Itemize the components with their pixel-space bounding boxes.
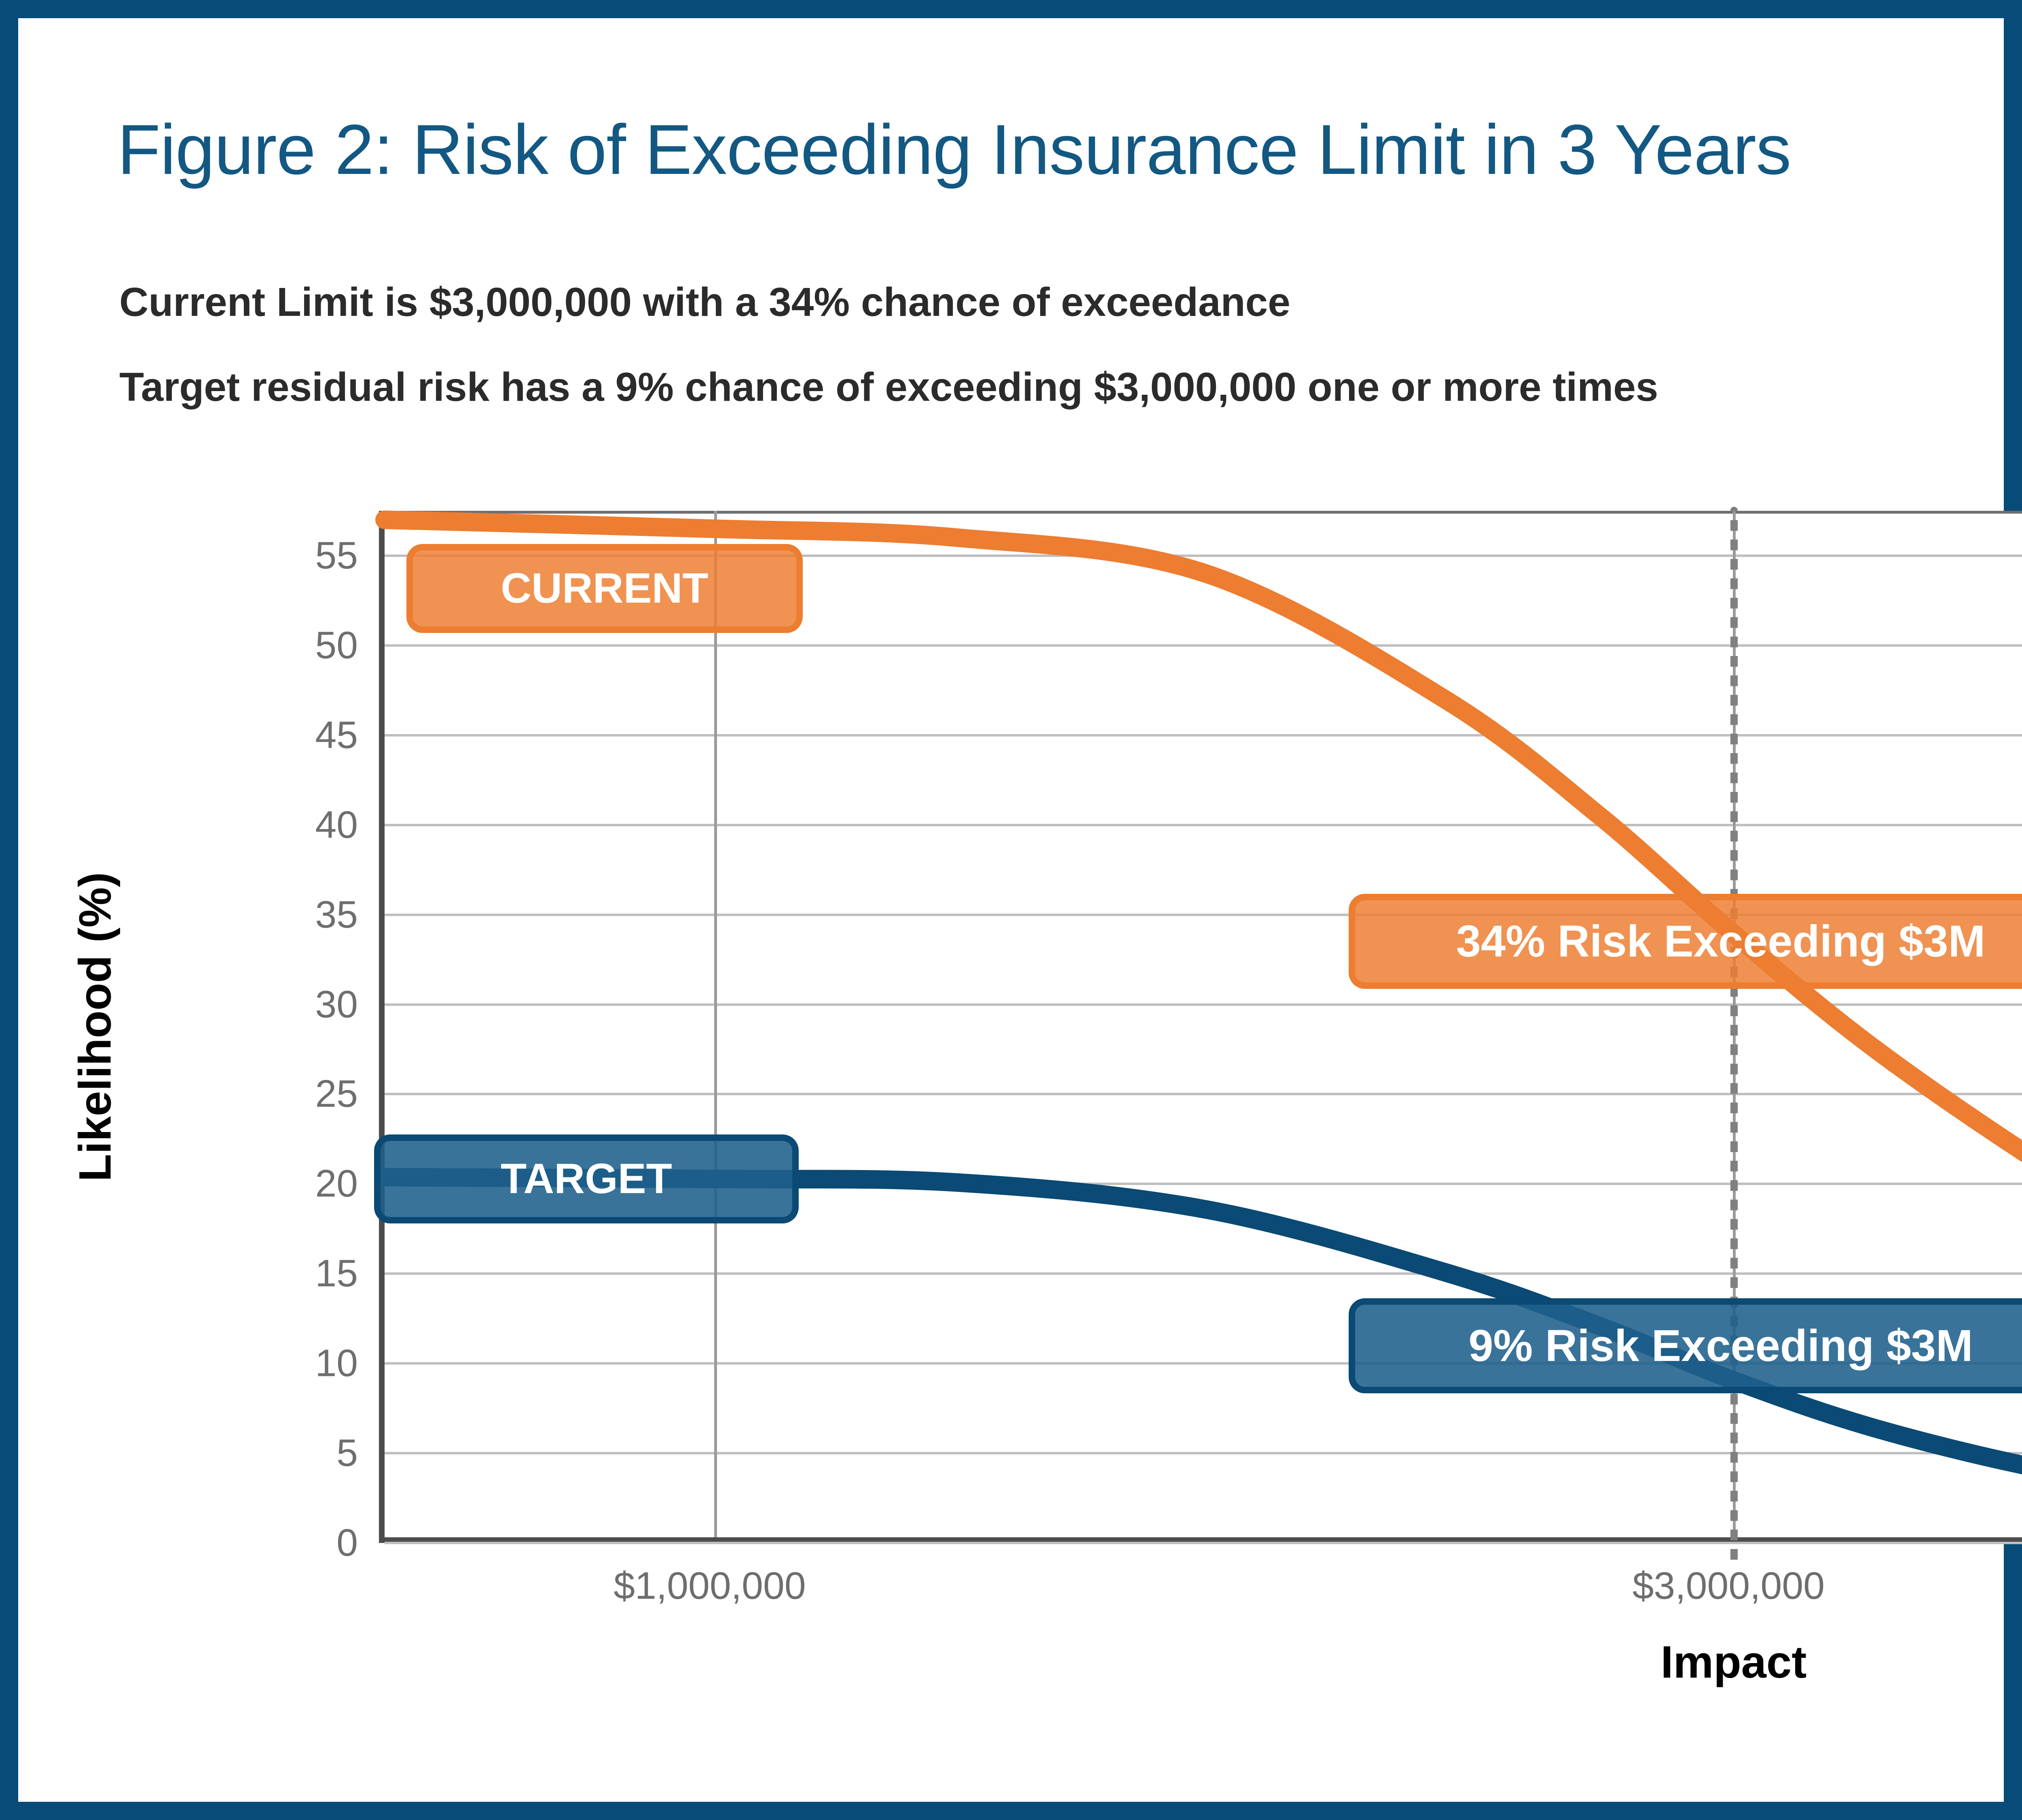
y-tick-label: 50 — [315, 624, 358, 667]
series-line-current — [375, 510, 2022, 1162]
badge-callout-target-risk: 9% Risk Exceeding $3M — [1349, 1298, 2022, 1393]
y-tick-label: 0 — [336, 1521, 358, 1564]
y-tick-label: 55 — [315, 534, 358, 577]
y-tick-label: 20 — [315, 1162, 358, 1205]
y-tick-label: 40 — [315, 803, 358, 847]
y-axis-title: Likelihood (%) — [70, 872, 121, 1182]
figure-canvas: Figure 2: Risk of Exceeding Insurance Li… — [18, 18, 2022, 1802]
x-axis-title: Impact — [1660, 1637, 1807, 1687]
subtitle-line-2: Target residual risk has a 9% chance of … — [119, 364, 1658, 410]
gridline-horizontal — [385, 1003, 2022, 1006]
y-tick-label: 10 — [315, 1342, 358, 1385]
badge-current: CURRENT — [406, 544, 803, 633]
y-tick-label: 25 — [315, 1072, 358, 1115]
page-title: Figure 2: Risk of Exceeding Insurance Li… — [117, 110, 1791, 189]
gridline-horizontal — [385, 823, 2022, 826]
gridline-horizontal — [385, 1542, 2022, 1544]
y-axis-tick-labels: 55 50 45 40 35 30 25 20 15 10 5 0 — [253, 511, 361, 1564]
gridline-horizontal — [385, 1362, 2022, 1365]
gridline-horizontal — [385, 644, 2022, 647]
gridline-horizontal — [385, 1452, 2022, 1455]
gridline-horizontal — [385, 1272, 2022, 1275]
y-tick-label: 5 — [336, 1431, 358, 1475]
y-tick-label: 15 — [315, 1252, 358, 1295]
gridline-vertical — [714, 511, 717, 1537]
badge-target: TARGET — [374, 1134, 799, 1223]
gridline-horizontal — [385, 913, 2022, 916]
y-tick-label: 45 — [315, 713, 358, 757]
plot-top-border — [385, 511, 2022, 514]
gridline-horizontal — [385, 1093, 2022, 1096]
gridline-horizontal — [385, 734, 2022, 736]
x-tick-label: $1,000,000 — [613, 1564, 806, 1607]
badge-callout-current-risk: 34% Risk Exceeding $3M — [1349, 894, 2022, 989]
series-line-target — [375, 1168, 2022, 1475]
y-tick-label: 30 — [315, 983, 358, 1026]
y-tick-label: 35 — [315, 893, 358, 936]
series-curves — [375, 510, 2022, 1475]
gridline-horizontal — [385, 554, 2022, 557]
x-tick-label: $3,000,000 — [1632, 1564, 1825, 1607]
gridline-horizontal — [385, 1183, 2022, 1185]
subtitle-line-1: Current Limit is $3,000,000 with a 34% c… — [119, 279, 1290, 325]
